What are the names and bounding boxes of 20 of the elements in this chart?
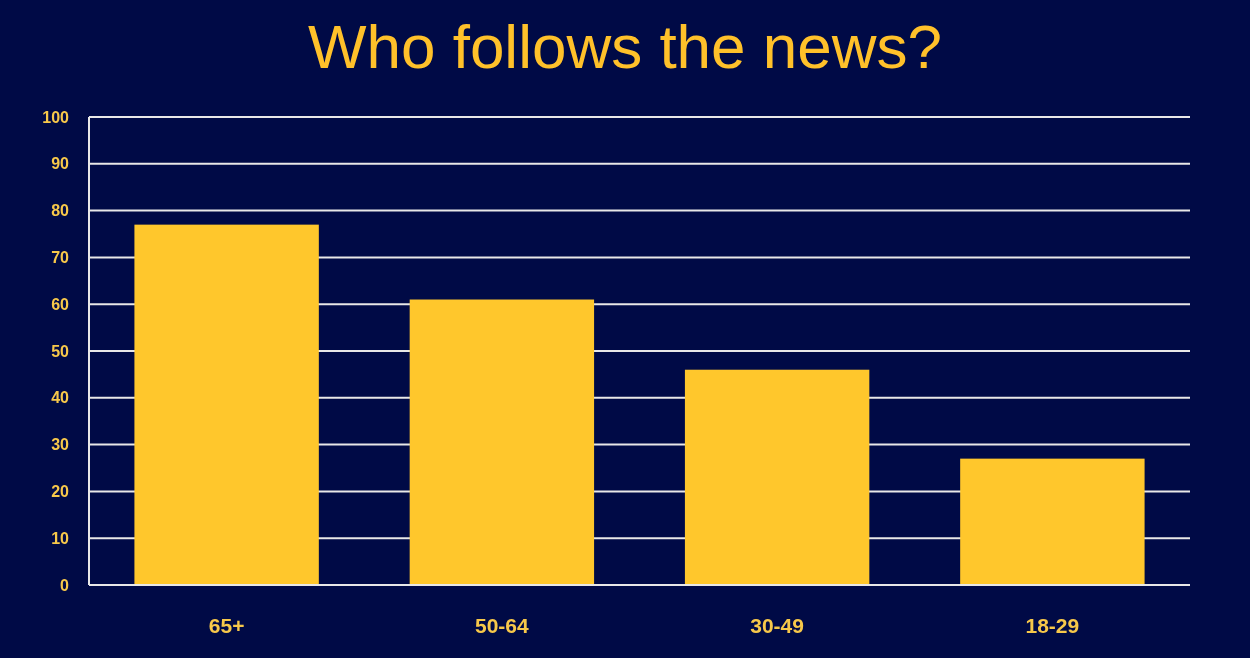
y-tick-label: 90 <box>51 155 70 173</box>
bar <box>960 458 1145 585</box>
bar <box>409 299 595 585</box>
y-tick-label: 20 <box>51 483 70 500</box>
y-tick-label: 40 <box>51 389 70 407</box>
y-tick-label: 10 <box>51 529 70 547</box>
y-tick-label: 30 <box>51 436 70 454</box>
chart-title: Who follows the news? <box>307 12 943 81</box>
y-tick-label: 0 <box>60 576 70 594</box>
x-tick-label: 18-29 <box>1025 614 1080 637</box>
y-tick-label: 80 <box>51 202 70 220</box>
bar <box>684 369 870 585</box>
bar <box>134 224 319 585</box>
y-tick-label: 60 <box>51 295 70 313</box>
x-tick-label: 50-64 <box>475 614 530 637</box>
y-tick-label: 70 <box>51 249 70 266</box>
x-tick-label: 65+ <box>208 614 245 637</box>
y-tick-label: 100 <box>42 108 70 126</box>
y-tick-label: 50 <box>51 342 70 360</box>
x-tick-label: 30-49 <box>750 614 804 637</box>
